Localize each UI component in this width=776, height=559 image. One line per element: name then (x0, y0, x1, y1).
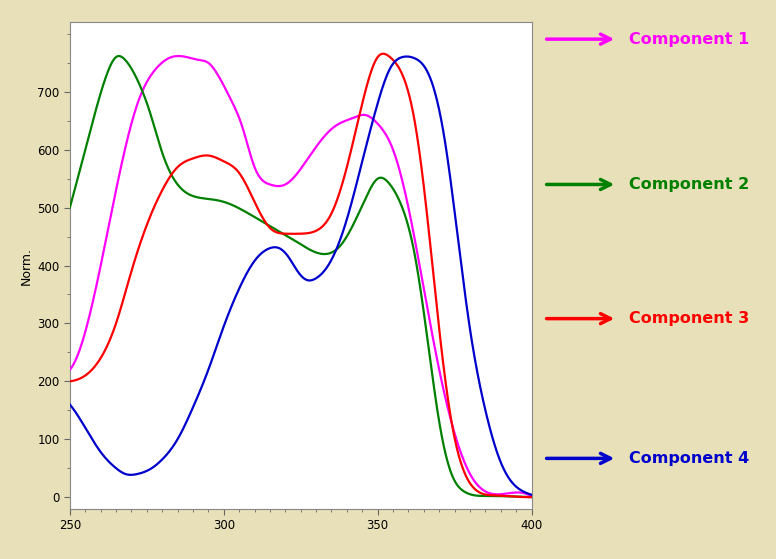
Text: Component 3: Component 3 (629, 311, 750, 326)
Text: Component 1: Component 1 (629, 32, 750, 46)
Text: Component 2: Component 2 (629, 177, 750, 192)
Text: Component 4: Component 4 (629, 451, 750, 466)
Y-axis label: Norm.: Norm. (20, 247, 33, 285)
